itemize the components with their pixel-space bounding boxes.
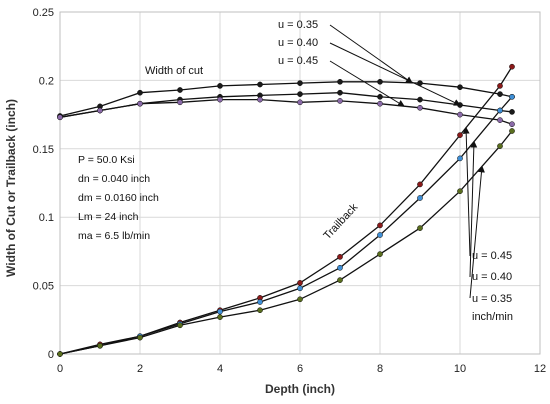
series-line-trailback-4: [59, 96, 513, 355]
data-point: [177, 87, 183, 93]
param-dn: dn = 0.040 inch: [78, 173, 150, 185]
data-point: [337, 98, 343, 104]
x-tick-label: 8: [377, 363, 383, 375]
data-point: [337, 89, 343, 96]
data-point: [457, 132, 463, 138]
data-point: [509, 121, 515, 128]
data-point: [97, 107, 103, 114]
data-point: [417, 195, 423, 201]
y-tick-label: 0.1: [39, 212, 54, 224]
data-point: [297, 99, 303, 106]
trail-u-040-label: u = 0.40: [472, 271, 512, 283]
data-point: [337, 254, 343, 260]
data-point: [497, 117, 503, 123]
data-point: [417, 225, 423, 231]
param-pressure: P = 50.0 Ksi: [78, 154, 135, 166]
data-point: [297, 296, 303, 303]
x-tick-label: 0: [57, 363, 63, 375]
data-point: [137, 100, 143, 107]
data-point: [297, 285, 303, 292]
y-tick-label: 0.25: [33, 7, 54, 19]
y-tick-label: 0.15: [33, 144, 54, 156]
leader-trail-u035: [469, 165, 485, 299]
data-point: [497, 83, 503, 89]
data-point: [377, 100, 383, 107]
width-u-035-label: u = 0.35: [278, 19, 318, 31]
x-tick-label: 2: [137, 363, 143, 375]
series-layer: [57, 63, 515, 357]
width-u-040-label: u = 0.40: [278, 37, 318, 49]
data-point: [137, 89, 143, 96]
data-point: [457, 155, 463, 162]
data-point: [417, 104, 423, 111]
data-point: [57, 114, 63, 121]
data-point: [297, 91, 303, 97]
trail-u-035-label: u = 0.35: [472, 293, 512, 305]
param-ma: ma = 6.5 lb/min: [78, 230, 150, 242]
trailback-label: Trailback: [321, 201, 360, 242]
axis-layer: 0 0.05 0.1 0.15 0.2 0.25 0 2 4 6 8 10 12: [33, 7, 547, 375]
leader-width-u045: [329, 60, 405, 107]
data-point: [177, 99, 183, 106]
data-point: [377, 251, 383, 257]
x-tick-label: 6: [297, 363, 303, 375]
width-of-cut-label: Width of cut: [145, 65, 203, 77]
data-point: [457, 111, 463, 118]
trail-u-045-label: u = 0.45: [472, 250, 512, 262]
y-tick-label: 0.05: [33, 281, 54, 293]
data-point: [417, 181, 423, 188]
y-axis-title: Width of Cut or Trailback (inch): [4, 99, 18, 277]
plot-frame: [59, 11, 541, 355]
leader-trail-u045: [462, 126, 471, 257]
y-tick-label: 0: [48, 349, 54, 361]
data-point: [377, 222, 383, 229]
data-point: [257, 81, 263, 88]
data-point: [509, 93, 515, 100]
data-point: [497, 107, 503, 114]
data-point: [497, 91, 503, 97]
data-point: [137, 334, 143, 341]
data-point: [217, 314, 223, 320]
leader-width-u035: [329, 24, 413, 84]
data-point: [377, 93, 383, 100]
data-point: [337, 264, 343, 271]
data-point: [497, 143, 503, 149]
y-tick-label: 0.2: [39, 75, 54, 87]
annotation-layer: Width of cut Trailback u = 0.35 u = 0.40…: [4, 19, 513, 396]
data-point: [337, 277, 343, 283]
data-point: [97, 342, 103, 349]
data-point: [457, 84, 463, 91]
data-point: [377, 232, 383, 238]
data-point: [457, 188, 463, 195]
leader-trail-u040: [469, 140, 478, 278]
param-lm: Lm = 24 inch: [78, 211, 139, 223]
data-point: [177, 322, 183, 329]
x-tick-label: 10: [454, 363, 466, 375]
data-point: [509, 109, 515, 115]
data-point: [377, 78, 383, 85]
data-point: [417, 96, 423, 103]
data-point: [257, 96, 263, 103]
data-point: [257, 307, 263, 314]
x-tick-label: 12: [534, 363, 546, 375]
param-dm: dm = 0.0160 inch: [78, 192, 159, 204]
data-point: [57, 351, 63, 357]
width-u-045-label: u = 0.45: [278, 55, 318, 67]
trail-units-label: inch/min: [472, 311, 513, 323]
data-point: [509, 63, 515, 70]
data-point: [337, 78, 343, 85]
data-point: [297, 280, 303, 286]
x-axis-title: Depth (inch): [265, 382, 335, 396]
data-point: [509, 128, 515, 134]
data-point: [217, 83, 223, 89]
series-line-width-0: [59, 81, 513, 117]
x-tick-label: 4: [217, 363, 223, 375]
data-point: [297, 80, 303, 86]
data-point: [217, 308, 223, 315]
leader-width-u040: [329, 42, 461, 106]
data-point: [257, 299, 263, 305]
data-point: [217, 96, 223, 103]
